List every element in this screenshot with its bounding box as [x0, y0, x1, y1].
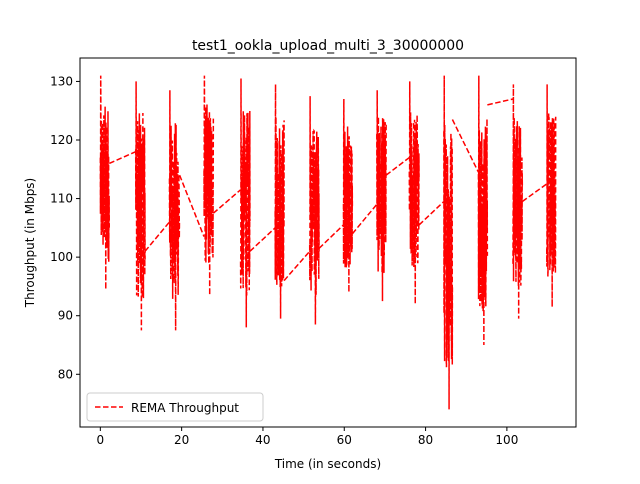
y-tick-label: 120 — [50, 133, 73, 147]
series-burst-line — [308, 96, 320, 325]
series-connector — [487, 98, 514, 106]
x-axis-label: Time (in seconds) — [274, 457, 381, 471]
series-burst-line — [342, 98, 354, 293]
series-connector — [385, 156, 410, 176]
series-burst-line — [203, 75, 215, 296]
y-tick-label: 100 — [50, 250, 73, 264]
series-connector — [108, 151, 137, 165]
x-tick-label: 20 — [174, 433, 189, 447]
series-connector — [418, 200, 445, 226]
y-tick-label: 90 — [58, 309, 73, 323]
legend-label: REMA Throughput — [131, 401, 239, 415]
series-burst-line — [134, 81, 146, 331]
series-connector — [283, 250, 311, 282]
y-axis: 80 90 100 110 120 130 — [50, 74, 80, 381]
series-connector — [144, 221, 171, 252]
y-tick-label: 130 — [50, 74, 73, 88]
series-connector — [318, 224, 344, 249]
x-tick-label: 100 — [495, 433, 518, 447]
series-connector — [521, 183, 548, 203]
series-burst-line — [443, 75, 454, 410]
series-connector — [178, 174, 205, 237]
series-burst-line — [168, 90, 181, 331]
series-burst-line — [512, 84, 524, 319]
series-burst-line — [239, 78, 251, 328]
series-burst-line — [408, 81, 420, 305]
x-tick-label: 80 — [418, 433, 433, 447]
chart-title: test1_ookla_upload_multi_3_30000000 — [192, 38, 464, 54]
x-tick-label: 0 — [97, 433, 105, 447]
series-burst-line — [99, 75, 111, 290]
series-burst-line — [376, 90, 387, 302]
y-tick-label: 110 — [50, 192, 73, 206]
series-connector — [212, 189, 242, 214]
y-axis-label: Throughput (in Mbps) — [23, 178, 37, 308]
series-connector — [249, 227, 276, 252]
y-tick-label: 80 — [58, 367, 73, 381]
series-burst-line — [274, 84, 285, 319]
legend: REMA Throughput — [86, 392, 264, 422]
x-tick-label: 40 — [255, 433, 270, 447]
series-burst-line — [477, 75, 489, 346]
series-connector — [451, 119, 480, 173]
legend-box — [86, 392, 264, 422]
x-axis: 0 20 40 60 80 100 — [97, 427, 518, 447]
x-tick-label: 60 — [337, 433, 352, 447]
series-burst-line — [545, 84, 557, 307]
plot-frame — [79, 57, 577, 428]
plot-area — [99, 75, 557, 410]
series-connector — [351, 203, 378, 235]
